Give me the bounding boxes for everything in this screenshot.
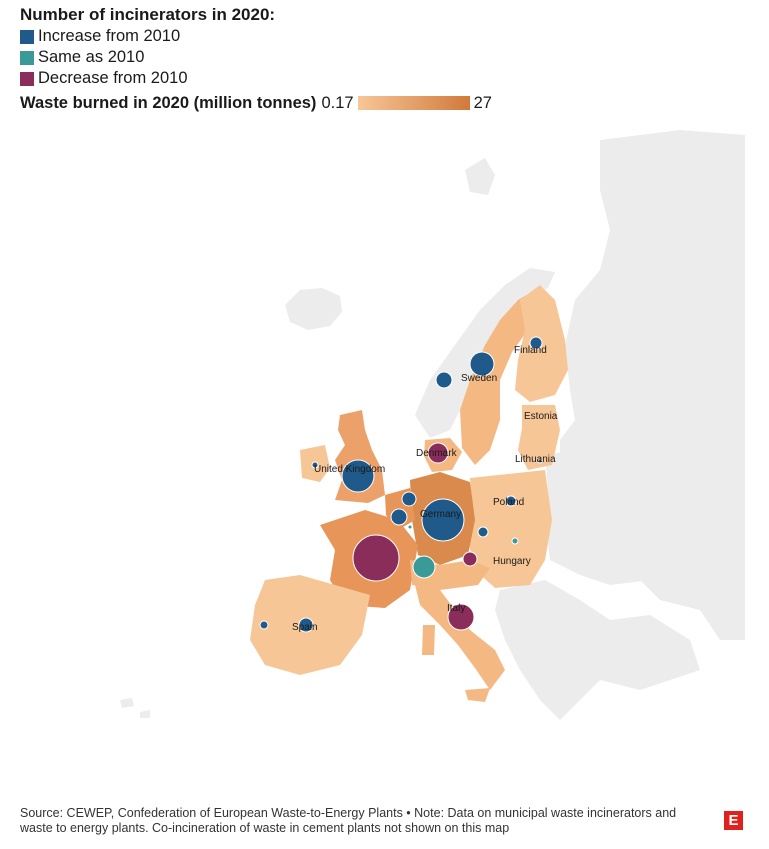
bubble-czechia <box>477 526 489 538</box>
legend: Number of incinerators in 2020: Increase… <box>20 4 492 115</box>
label-hungary: Hungary <box>493 556 531 567</box>
bubble-switzerland <box>412 555 436 579</box>
bubble-denmark <box>427 442 449 464</box>
label-denmark: Denmark <box>416 448 458 459</box>
bubble-uk <box>341 459 375 493</box>
map-region-baltics <box>518 405 560 470</box>
map-region-balkans <box>495 580 700 720</box>
bubble-finland <box>529 336 543 350</box>
legend-item-increase: Increase from 2010 <box>20 26 492 47</box>
legend-title: Number of incinerators in 2020: <box>20 5 276 24</box>
scale-gradient <box>357 96 470 110</box>
source-note: Source: CEWEP, Confederation of European… <box>20 806 677 835</box>
map-region-canary <box>120 698 150 718</box>
bubble-sweden <box>469 351 495 377</box>
bubble-lithuania <box>537 458 543 464</box>
legend-swatch-decrease <box>20 71 34 86</box>
bubble-slovakia <box>511 537 519 545</box>
label-lithuania: Lithuania <box>515 454 556 465</box>
bubble-poland <box>505 495 517 507</box>
label-finland: Finland <box>514 345 547 356</box>
scale-min-label: 0.17 <box>321 93 354 112</box>
bubble-belgium <box>390 508 408 526</box>
legend-item-same: Same as 2010 <box>20 47 492 68</box>
map-region-sweden <box>460 290 540 465</box>
map-region-east <box>545 450 680 585</box>
legend-item-decrease: Decrease from 2010 <box>20 68 492 89</box>
label-uk: United Kingdom <box>314 464 385 475</box>
publisher-logo[interactable]: E <box>724 811 743 830</box>
bubble-portugal <box>259 620 269 630</box>
label-sweden: Sweden <box>461 373 497 384</box>
label-spain: Spain <box>292 622 318 633</box>
bubble-austria <box>462 551 478 567</box>
incinerator-bubbles <box>259 336 543 633</box>
bubble-netherlands <box>401 491 417 507</box>
label-estonia: Estonia <box>524 411 558 422</box>
legend-label-same: Same as 2010 <box>38 48 145 66</box>
label-poland: Poland <box>493 497 524 508</box>
map-region-italy <box>415 585 505 690</box>
legend-label-decrease: Decrease from 2010 <box>38 69 188 87</box>
country-labels: Finland Sweden Estonia Denmark Lithuania… <box>292 345 558 633</box>
bubble-spain <box>298 617 314 633</box>
bubble-norway <box>435 371 453 389</box>
bubble-italy <box>447 603 475 631</box>
map-region-islands <box>422 625 490 702</box>
bubble-france <box>352 534 400 582</box>
scale-max-label: 27 <box>473 93 492 112</box>
bubble-germany <box>421 498 465 542</box>
label-italy: Italy <box>447 603 465 614</box>
legend-label-increase: Increase from 2010 <box>38 27 181 45</box>
map-region-norway <box>415 268 555 438</box>
legend-swatch-same <box>20 50 34 65</box>
bubble-ireland <box>311 461 319 469</box>
map-region-central-east <box>468 470 552 588</box>
label-germany: Germany <box>420 509 461 520</box>
europe-map: Finland Sweden Estonia Denmark Lithuania… <box>120 130 745 720</box>
bubble-luxembourg <box>407 524 413 530</box>
legend-swatch-increase <box>20 29 34 44</box>
map-region-iceland <box>285 288 342 330</box>
color-scale: Waste burned in 2020 (million tonnes) 0.… <box>20 91 492 115</box>
scale-title: Waste burned in 2020 (million tonnes) <box>20 93 317 112</box>
map-region-svalbard <box>465 158 495 195</box>
